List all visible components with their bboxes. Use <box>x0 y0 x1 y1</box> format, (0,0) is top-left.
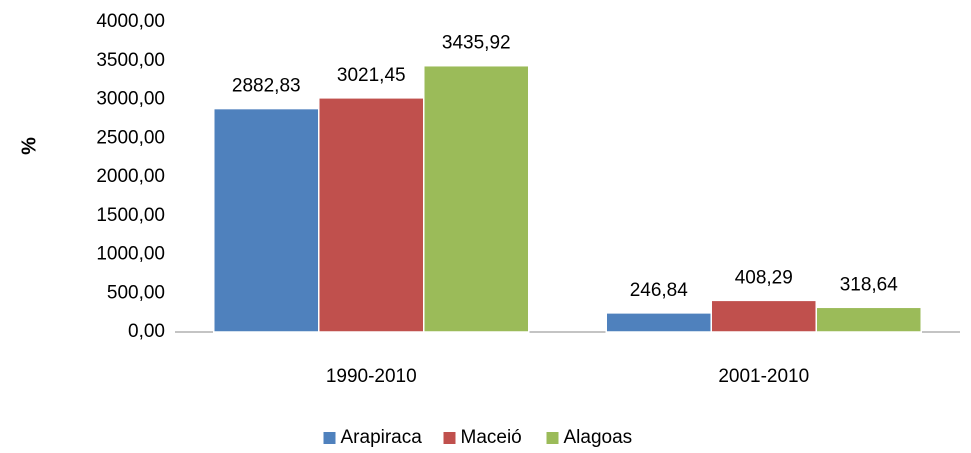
value-label: 3021,45 <box>337 65 406 86</box>
x-tick-label: 2001-2010 <box>718 366 809 387</box>
legend-swatch <box>443 432 456 444</box>
y-tick-label: 1000,00 <box>96 244 165 265</box>
bar <box>605 312 712 333</box>
legend-label: Arapiraca <box>341 427 423 448</box>
value-label: 246,84 <box>630 280 689 301</box>
y-tick-label: 0,00 <box>128 321 165 342</box>
legend-swatch <box>323 432 336 444</box>
y-tick-label: 2000,00 <box>96 166 165 187</box>
bar <box>423 64 530 333</box>
bar <box>213 107 320 333</box>
y-tick-label: 3500,00 <box>96 50 165 71</box>
value-label: 2882,83 <box>232 76 301 97</box>
value-label: 3435,92 <box>442 33 511 54</box>
legend-label: Alagoas <box>564 427 633 448</box>
legend-swatch <box>546 432 559 444</box>
bar <box>815 306 922 333</box>
value-label: 318,64 <box>840 274 899 295</box>
y-tick-label: 4000,00 <box>96 11 165 32</box>
legend-label: Maceió <box>461 427 522 448</box>
value-label: 408,29 <box>735 267 793 288</box>
y-tick-label: 2500,00 <box>96 127 165 148</box>
x-tick-label: 1990-2010 <box>326 366 417 387</box>
bar <box>710 299 817 333</box>
y-tick-label: 500,00 <box>107 282 165 303</box>
y-tick-label: 1500,00 <box>96 205 165 226</box>
y-axis-label: % <box>18 137 40 155</box>
y-tick-label: 3000,00 <box>96 89 165 110</box>
bar <box>318 97 425 333</box>
